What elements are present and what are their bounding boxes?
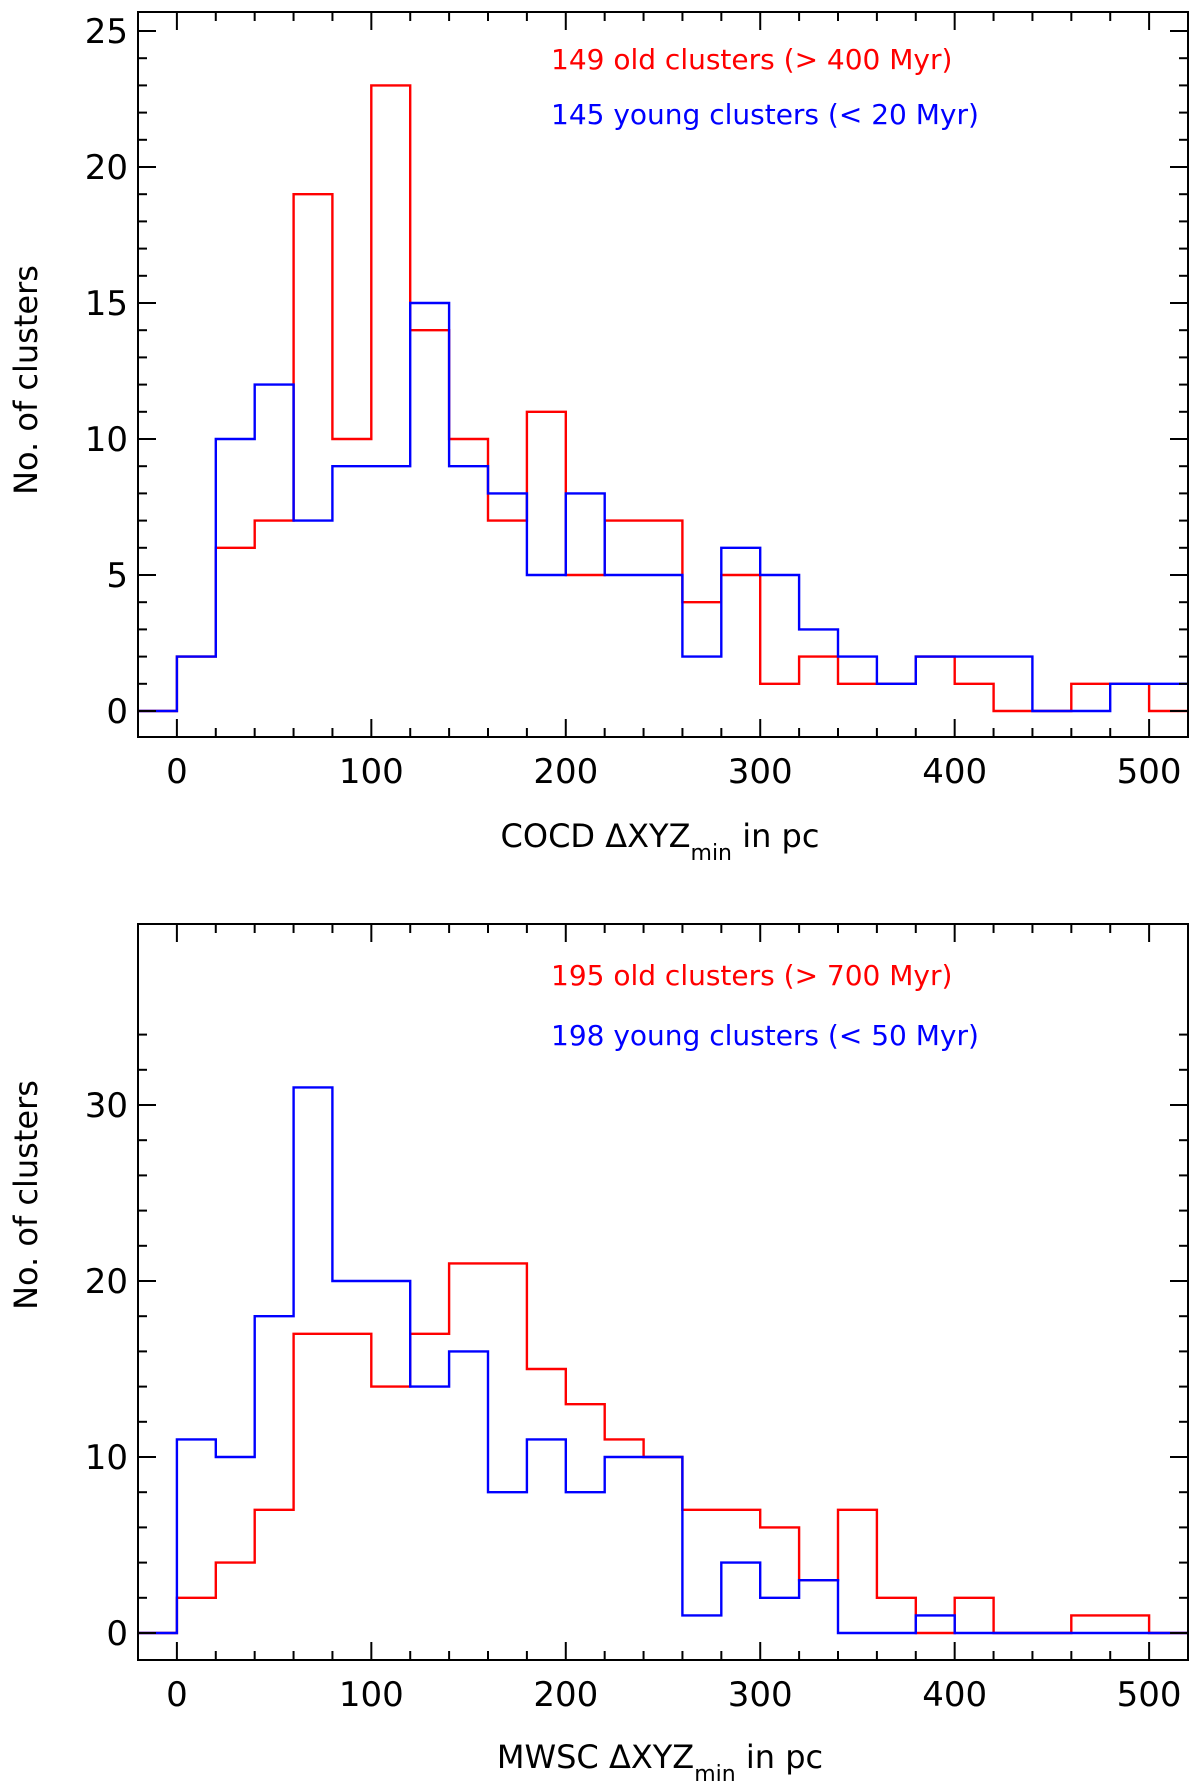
panel-cocd-x-tick-label: 300 — [728, 752, 793, 792]
panel-mwsc-y-axis-label: No. of clusters — [7, 1080, 45, 1310]
panel-mwsc-frame — [137, 923, 1189, 1661]
panel-cocd-x-tick-label: 200 — [533, 752, 598, 792]
panel-mwsc-x-tick-label: 100 — [339, 1675, 404, 1715]
panel-cocd-y-tick-label: 0 — [106, 692, 128, 732]
panel-cocd-y-tick-label: 5 — [106, 556, 128, 596]
panel-cocd-ticks — [138, 12, 1189, 737]
panel-mwsc-x-axis-label-subscript: min — [694, 1762, 736, 1781]
panel-cocd-y-tick-label: 20 — [85, 148, 128, 188]
panel-cocd-histogram-steps — [138, 84, 1188, 713]
panel-mwsc-series-young-step-line — [138, 1086, 1188, 1635]
panel-cocd-x-axis-label-subscript: min — [691, 841, 733, 866]
panel-mwsc-y-tick-label: 0 — [106, 1614, 128, 1654]
panel-cocd-y-tick-label: 25 — [85, 12, 128, 52]
panel-cocd-x-axis-label-suffix: in pc — [732, 817, 819, 855]
panel-cocd-series-young-step-line — [138, 301, 1188, 713]
panel-mwsc-x-tick-label: 400 — [922, 1675, 987, 1715]
panel-cocd-legend-young: 145 young clusters (< 20 Myr) — [551, 98, 979, 131]
panel-mwsc-tick-labels: 0 100 200 300 400 500 0 10 20 30 — [85, 1086, 1182, 1715]
panel-mwsc-x-tick-label: 300 — [728, 1675, 793, 1715]
panel-mwsc-x-axis-label-suffix: in pc — [736, 1738, 823, 1776]
panel-cocd-x-tick-label: 400 — [922, 752, 987, 792]
panel-cocd-y-tick-label: 10 — [85, 420, 128, 460]
panel-mwsc-legend-young: 198 young clusters (< 50 Myr) — [551, 1019, 979, 1052]
panel-cocd-y-tick-label: 15 — [85, 284, 128, 324]
panel-cocd-x-axis-label-prefix: COCD ΔXYZ — [501, 817, 691, 855]
panel-mwsc-ticks — [138, 924, 1189, 1660]
panel-cocd-series-old-step-line — [138, 84, 1188, 713]
panel-cocd-y-axis-label: No. of clusters — [7, 265, 45, 495]
panel-cocd-x-tick-label: 0 — [166, 752, 188, 792]
panel-mwsc-y-tick-label: 20 — [85, 1262, 128, 1302]
panel-mwsc-y-tick-label: 10 — [85, 1438, 128, 1478]
panel-cocd-tick-labels: 0 100 200 300 400 500 0 5 10 15 20 25 — [85, 12, 1182, 792]
panel-mwsc-x-axis-label: MWSC ΔXYZmin in pc — [497, 1738, 823, 1781]
panel-mwsc-x-tick-label: 500 — [1117, 1675, 1182, 1715]
panel-cocd-x-tick-label: 100 — [339, 752, 404, 792]
panel-cocd-legend-old: 149 old clusters (> 400 Myr) — [551, 43, 952, 76]
panel-mwsc-x-tick-label: 200 — [533, 1675, 598, 1715]
panel-cocd-frame — [137, 11, 1189, 738]
panel-cocd-x-axis-label: COCD ΔXYZmin in pc — [501, 817, 820, 866]
panel-mwsc-legend-old: 195 old clusters (> 700 Myr) — [551, 959, 952, 992]
panel-mwsc: 0 100 200 300 400 500 0 10 20 30 195 old clusters… — [7, 923, 1189, 1781]
panel-mwsc-x-tick-label: 0 — [166, 1675, 188, 1715]
panel-mwsc-x-axis-label-prefix: MWSC ΔXYZ — [497, 1738, 694, 1776]
panel-mwsc-y-tick-label: 30 — [85, 1086, 128, 1126]
panel-mwsc-histogram-steps — [138, 1086, 1188, 1635]
panel-cocd: 0 100 200 300 400 500 0 5 10 15 20 25 149 old clust… — [7, 11, 1189, 866]
panel-cocd-x-tick-label: 500 — [1117, 752, 1182, 792]
